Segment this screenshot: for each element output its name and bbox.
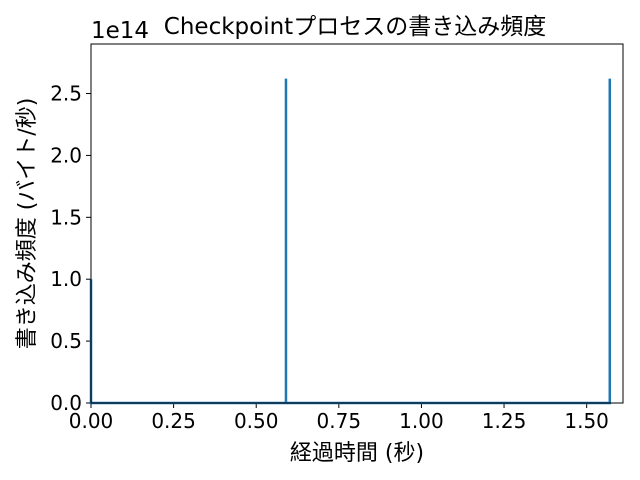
x-axis-label: 経過時間 (秒) xyxy=(290,441,424,466)
y-tick-label: 2.5 xyxy=(50,82,82,106)
x-tick-label: 1.50 xyxy=(564,409,609,433)
y-tick-label: 1.5 xyxy=(50,205,82,229)
y-tick-label: 0.0 xyxy=(50,391,82,415)
ticks-layer: 0.00 0.25 0.50 0.75 1.00 1.25 1.50 0.0 0.5 1.0 1.5… xyxy=(50,82,609,433)
y-axis-label: 書き込み頻度 (バイト/秒) xyxy=(15,98,40,350)
x-tick-label: 0.75 xyxy=(317,409,362,433)
series-layer xyxy=(89,78,612,405)
y-axis-offset-label: 1e14 xyxy=(91,18,149,44)
chart-title: Checkpointプロセスの書き込み頻度 xyxy=(164,14,546,40)
x-tick-label: 1.25 xyxy=(482,409,527,433)
plot-area-frame xyxy=(90,43,624,404)
x-tick-label: 1.00 xyxy=(399,409,444,433)
y-tick-label: 1.0 xyxy=(50,267,82,291)
x-tick-label: 0.50 xyxy=(234,409,279,433)
y-tick-label: 2.0 xyxy=(50,143,82,167)
series-line xyxy=(89,78,612,405)
y-tick-label: 0.5 xyxy=(50,329,82,353)
x-tick-label: 0.25 xyxy=(151,409,196,433)
x-tick-label: 0.00 xyxy=(69,409,114,433)
